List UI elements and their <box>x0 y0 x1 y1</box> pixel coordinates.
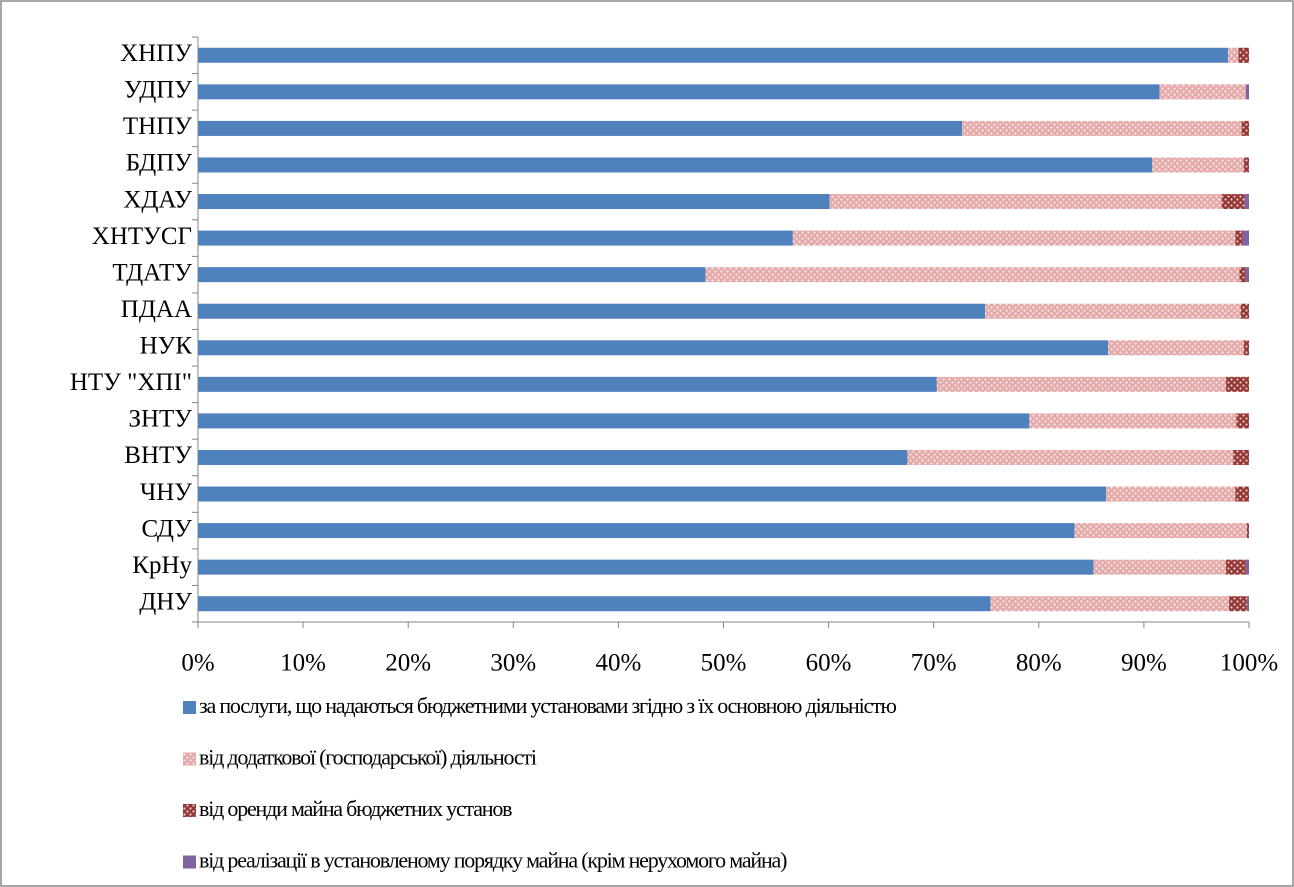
y-tick-label: ТНПУ <box>123 113 192 140</box>
y-tick-label: НТУ "ХПІ" <box>70 369 192 396</box>
x-tick-label: 60% <box>806 650 852 677</box>
legend-swatch <box>183 752 196 766</box>
x-tick-label: 100% <box>1220 650 1278 677</box>
bar-segment <box>1245 559 1249 575</box>
bar-segment <box>1229 596 1247 612</box>
bar-segment <box>1235 230 1243 246</box>
bar-segment <box>990 596 1230 612</box>
bar-segment <box>907 449 1234 465</box>
bar-segment <box>198 194 830 210</box>
bar-segment <box>936 376 1226 392</box>
x-tick-label: 0% <box>181 650 214 677</box>
legend-label: за послуги, що надаються бюджетними уста… <box>199 693 896 718</box>
bar-segment <box>792 230 1236 246</box>
x-tick-label: 90% <box>1121 650 1167 677</box>
y-tick-label: ХНТУСГ <box>92 223 192 250</box>
bar-segment <box>1225 376 1249 392</box>
bar-segment <box>1074 523 1247 539</box>
bar-segment <box>1241 120 1249 136</box>
bar-segment <box>1225 559 1246 575</box>
bar-segment <box>1242 230 1249 246</box>
bar-segment <box>198 413 1030 429</box>
bar-segment <box>1029 413 1237 429</box>
bar-segment <box>829 194 1222 210</box>
bar-segment <box>198 376 937 392</box>
bar-segment <box>705 267 1240 283</box>
x-tick-label: 40% <box>595 650 641 677</box>
y-tick-label: ВНТУ <box>124 442 192 469</box>
y-tick-label: ЧНУ <box>140 479 192 506</box>
bar-segment <box>198 523 1075 539</box>
bar-segment <box>1244 194 1249 210</box>
bar-segment <box>1243 157 1249 173</box>
y-tick-label: ХДАУ <box>123 186 192 213</box>
bar-segment <box>1108 340 1244 356</box>
x-tick-label: 30% <box>490 650 536 677</box>
bar-segment <box>1246 596 1249 612</box>
bar-segment <box>1246 523 1249 539</box>
bar-segment <box>1233 449 1249 465</box>
bar-segment <box>198 120 963 136</box>
bar-segment <box>198 486 1107 502</box>
bar-segment <box>1093 559 1226 575</box>
bar-segment <box>198 449 908 465</box>
x-tick-label: 70% <box>911 650 957 677</box>
bar-segment <box>1243 340 1249 356</box>
bar-segment <box>1106 486 1236 502</box>
bar-segment <box>1245 84 1249 100</box>
bar-segment <box>198 47 1228 63</box>
bar-segment <box>1159 84 1246 100</box>
legend-swatch <box>183 804 196 817</box>
bar-segment <box>1152 157 1244 173</box>
bar-segment <box>1238 47 1249 63</box>
bar-segment <box>1227 47 1239 63</box>
bar-segment <box>1245 267 1249 283</box>
bar-segment <box>1239 267 1246 283</box>
y-tick-label: БДПУ <box>126 150 193 177</box>
bar-segment <box>198 303 986 319</box>
y-tick-label: ДНУ <box>139 588 192 615</box>
legend-label: від додаткової (господарської) діяльност… <box>199 745 537 770</box>
y-tick-label: ЗНТУ <box>128 406 192 433</box>
bar-segment <box>1235 486 1249 502</box>
legend-label: від оренди майна бюджетних установ <box>199 796 512 821</box>
y-tick-label: НУК <box>140 333 193 360</box>
bar-segment <box>198 157 1153 173</box>
bar-segment <box>198 267 706 283</box>
x-tick-label: 20% <box>385 650 431 677</box>
x-tick-label: 10% <box>280 650 326 677</box>
legend-label: від реалізації в установленому порядку м… <box>199 848 787 873</box>
legend-swatch <box>183 701 196 714</box>
y-tick-label: УДПУ <box>124 77 192 104</box>
y-tick-label: ПДАА <box>121 296 192 323</box>
x-tick-label: 80% <box>1016 650 1062 677</box>
y-tick-label: КрНу <box>132 552 192 579</box>
bar-segment <box>198 596 991 612</box>
bar-segment <box>198 559 1094 575</box>
bar-segment <box>962 120 1242 136</box>
bar-segment <box>985 303 1241 319</box>
bar-segment <box>198 84 1160 100</box>
legend-swatch <box>183 855 196 869</box>
x-tick-label: 50% <box>701 650 747 677</box>
bar-segment <box>1236 413 1249 429</box>
bar-segment <box>198 230 793 246</box>
y-tick-label: ХНПУ <box>120 40 192 67</box>
y-tick-label: ТДАТУ <box>112 259 192 286</box>
bar-segment <box>1221 194 1245 210</box>
y-tick-label: СДУ <box>142 515 193 542</box>
bar-segment <box>198 340 1109 356</box>
bar-segment <box>1240 303 1249 319</box>
